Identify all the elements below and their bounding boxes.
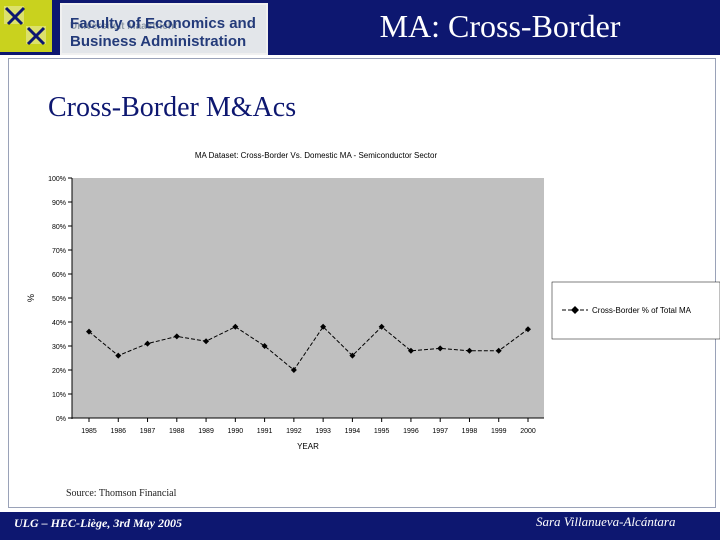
x-axis-label: YEAR xyxy=(297,442,319,451)
data-point-1985 xyxy=(86,328,92,335)
data-point-1993 xyxy=(320,323,327,330)
data-point-1987 xyxy=(144,340,151,347)
y-tick-label: 50% xyxy=(52,296,66,303)
legend-label: Cross-Border % of Total MA xyxy=(592,306,692,315)
data-point-1995 xyxy=(378,323,385,330)
logo-university-text: Universiteit Maastricht xyxy=(70,21,178,32)
logo-faculty-line1: Faculty of Economics and xyxy=(70,15,256,32)
series-line-cross-border xyxy=(88,326,529,371)
y-tick-label: 80% xyxy=(52,224,66,231)
slide-title: MA: Cross-Border xyxy=(379,8,621,44)
x-tick-label: 1996 xyxy=(403,428,419,435)
legend-marker-icon xyxy=(571,306,579,314)
legend: Cross-Border % of Total MA xyxy=(551,281,720,340)
x-tick-label: 1998 xyxy=(462,428,478,435)
data-point-2000 xyxy=(525,326,531,333)
logo-emblem-icon xyxy=(4,6,46,46)
plot-area xyxy=(72,178,544,418)
data-point-1994 xyxy=(349,352,356,359)
data-point-1998 xyxy=(466,347,473,354)
y-tick-label: 20% xyxy=(52,368,66,375)
x-tick-label: 1986 xyxy=(110,428,126,435)
x-tick-label: 1994 xyxy=(345,428,361,435)
y-axis-label: % xyxy=(26,294,36,302)
y-tick-label: 60% xyxy=(52,272,66,279)
x-tick-label: 1990 xyxy=(228,428,244,435)
data-point-1988 xyxy=(173,333,180,340)
y-tick-label: 70% xyxy=(52,248,66,255)
x-tick-label: 1987 xyxy=(140,428,156,435)
data-point-1986 xyxy=(115,352,122,359)
data-point-1989 xyxy=(203,338,210,345)
x-tick-label: 1992 xyxy=(286,428,302,435)
footer-author: Sara Villanueva-Alcántara xyxy=(536,514,676,529)
data-point-1997 xyxy=(437,345,444,352)
x-tick-label: 2000 xyxy=(520,428,536,435)
y-tick-label: 90% xyxy=(52,200,66,207)
y-tick-label: 40% xyxy=(52,320,66,327)
x-tick-label: 1991 xyxy=(257,428,273,435)
y-tick-label: 10% xyxy=(52,392,66,399)
data-point-1991 xyxy=(261,343,268,349)
x-tick-label: 1999 xyxy=(491,428,507,435)
data-point-1999 xyxy=(495,347,502,354)
y-tick-label: 0% xyxy=(56,416,66,423)
x-tick-label: 1985 xyxy=(81,428,97,435)
chart-title: MA Dataset: Cross-Border Vs. Domestic MA… xyxy=(195,151,438,160)
university-logo-icon xyxy=(0,0,55,52)
source-note: Source: Thomson Financial xyxy=(66,488,177,499)
faculty-logo-banner: Universiteit Maastricht Faculty of Econo… xyxy=(60,3,268,55)
x-tick-label: 1997 xyxy=(432,428,448,435)
x-tick-label: 1988 xyxy=(169,428,185,435)
y-tick-label: 30% xyxy=(52,344,66,351)
x-tick-label: 1989 xyxy=(198,428,214,435)
logo-faculty-line2: Business Administration xyxy=(70,33,247,50)
slide-heading: Cross-Border M&Acs xyxy=(48,92,297,123)
footer-bar xyxy=(0,512,720,540)
footer-venue: ULG – HEC-Liège, 3rd May 2005 xyxy=(14,516,182,530)
data-point-1996 xyxy=(407,347,414,354)
y-tick-label: 100% xyxy=(48,176,66,183)
data-point-1990 xyxy=(232,323,239,330)
data-point-1992 xyxy=(290,367,297,373)
x-tick-label: 1995 xyxy=(374,428,390,435)
x-tick-label: 1993 xyxy=(315,428,331,435)
